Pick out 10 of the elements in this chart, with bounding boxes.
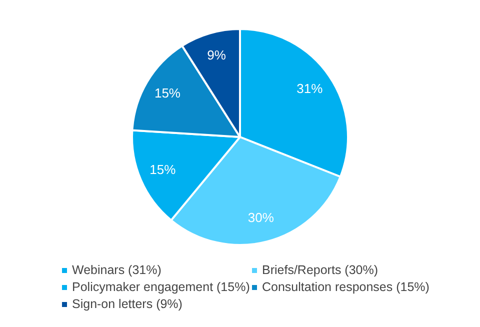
data-label: 15% bbox=[150, 162, 176, 178]
legend-label: Briefs/Reports (30%) bbox=[262, 263, 378, 277]
data-label: 15% bbox=[154, 86, 181, 101]
legend-label: Sign-on letters (9%) bbox=[72, 297, 182, 311]
data-label: 31% bbox=[296, 81, 324, 96]
legend-label: Webinars (31%) bbox=[72, 263, 162, 277]
legend-label: Policymaker engagement (15%) bbox=[72, 280, 250, 294]
data-label: 30% bbox=[248, 210, 274, 226]
data-label: 9% bbox=[207, 48, 226, 63]
legend-label: Consultation responses (15%) bbox=[262, 280, 430, 294]
